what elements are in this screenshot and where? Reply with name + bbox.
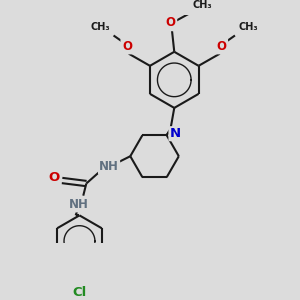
Text: CH₃: CH₃ [90, 22, 110, 32]
Text: O: O [122, 40, 132, 52]
Text: CH₃: CH₃ [239, 22, 258, 32]
Text: O: O [49, 171, 60, 184]
Text: Cl: Cl [72, 286, 87, 299]
Text: CH₃: CH₃ [193, 0, 212, 10]
Text: NH: NH [69, 198, 89, 211]
Text: NH: NH [99, 160, 119, 173]
Text: O: O [216, 40, 226, 52]
Text: O: O [166, 16, 176, 29]
Text: N: N [169, 127, 181, 140]
